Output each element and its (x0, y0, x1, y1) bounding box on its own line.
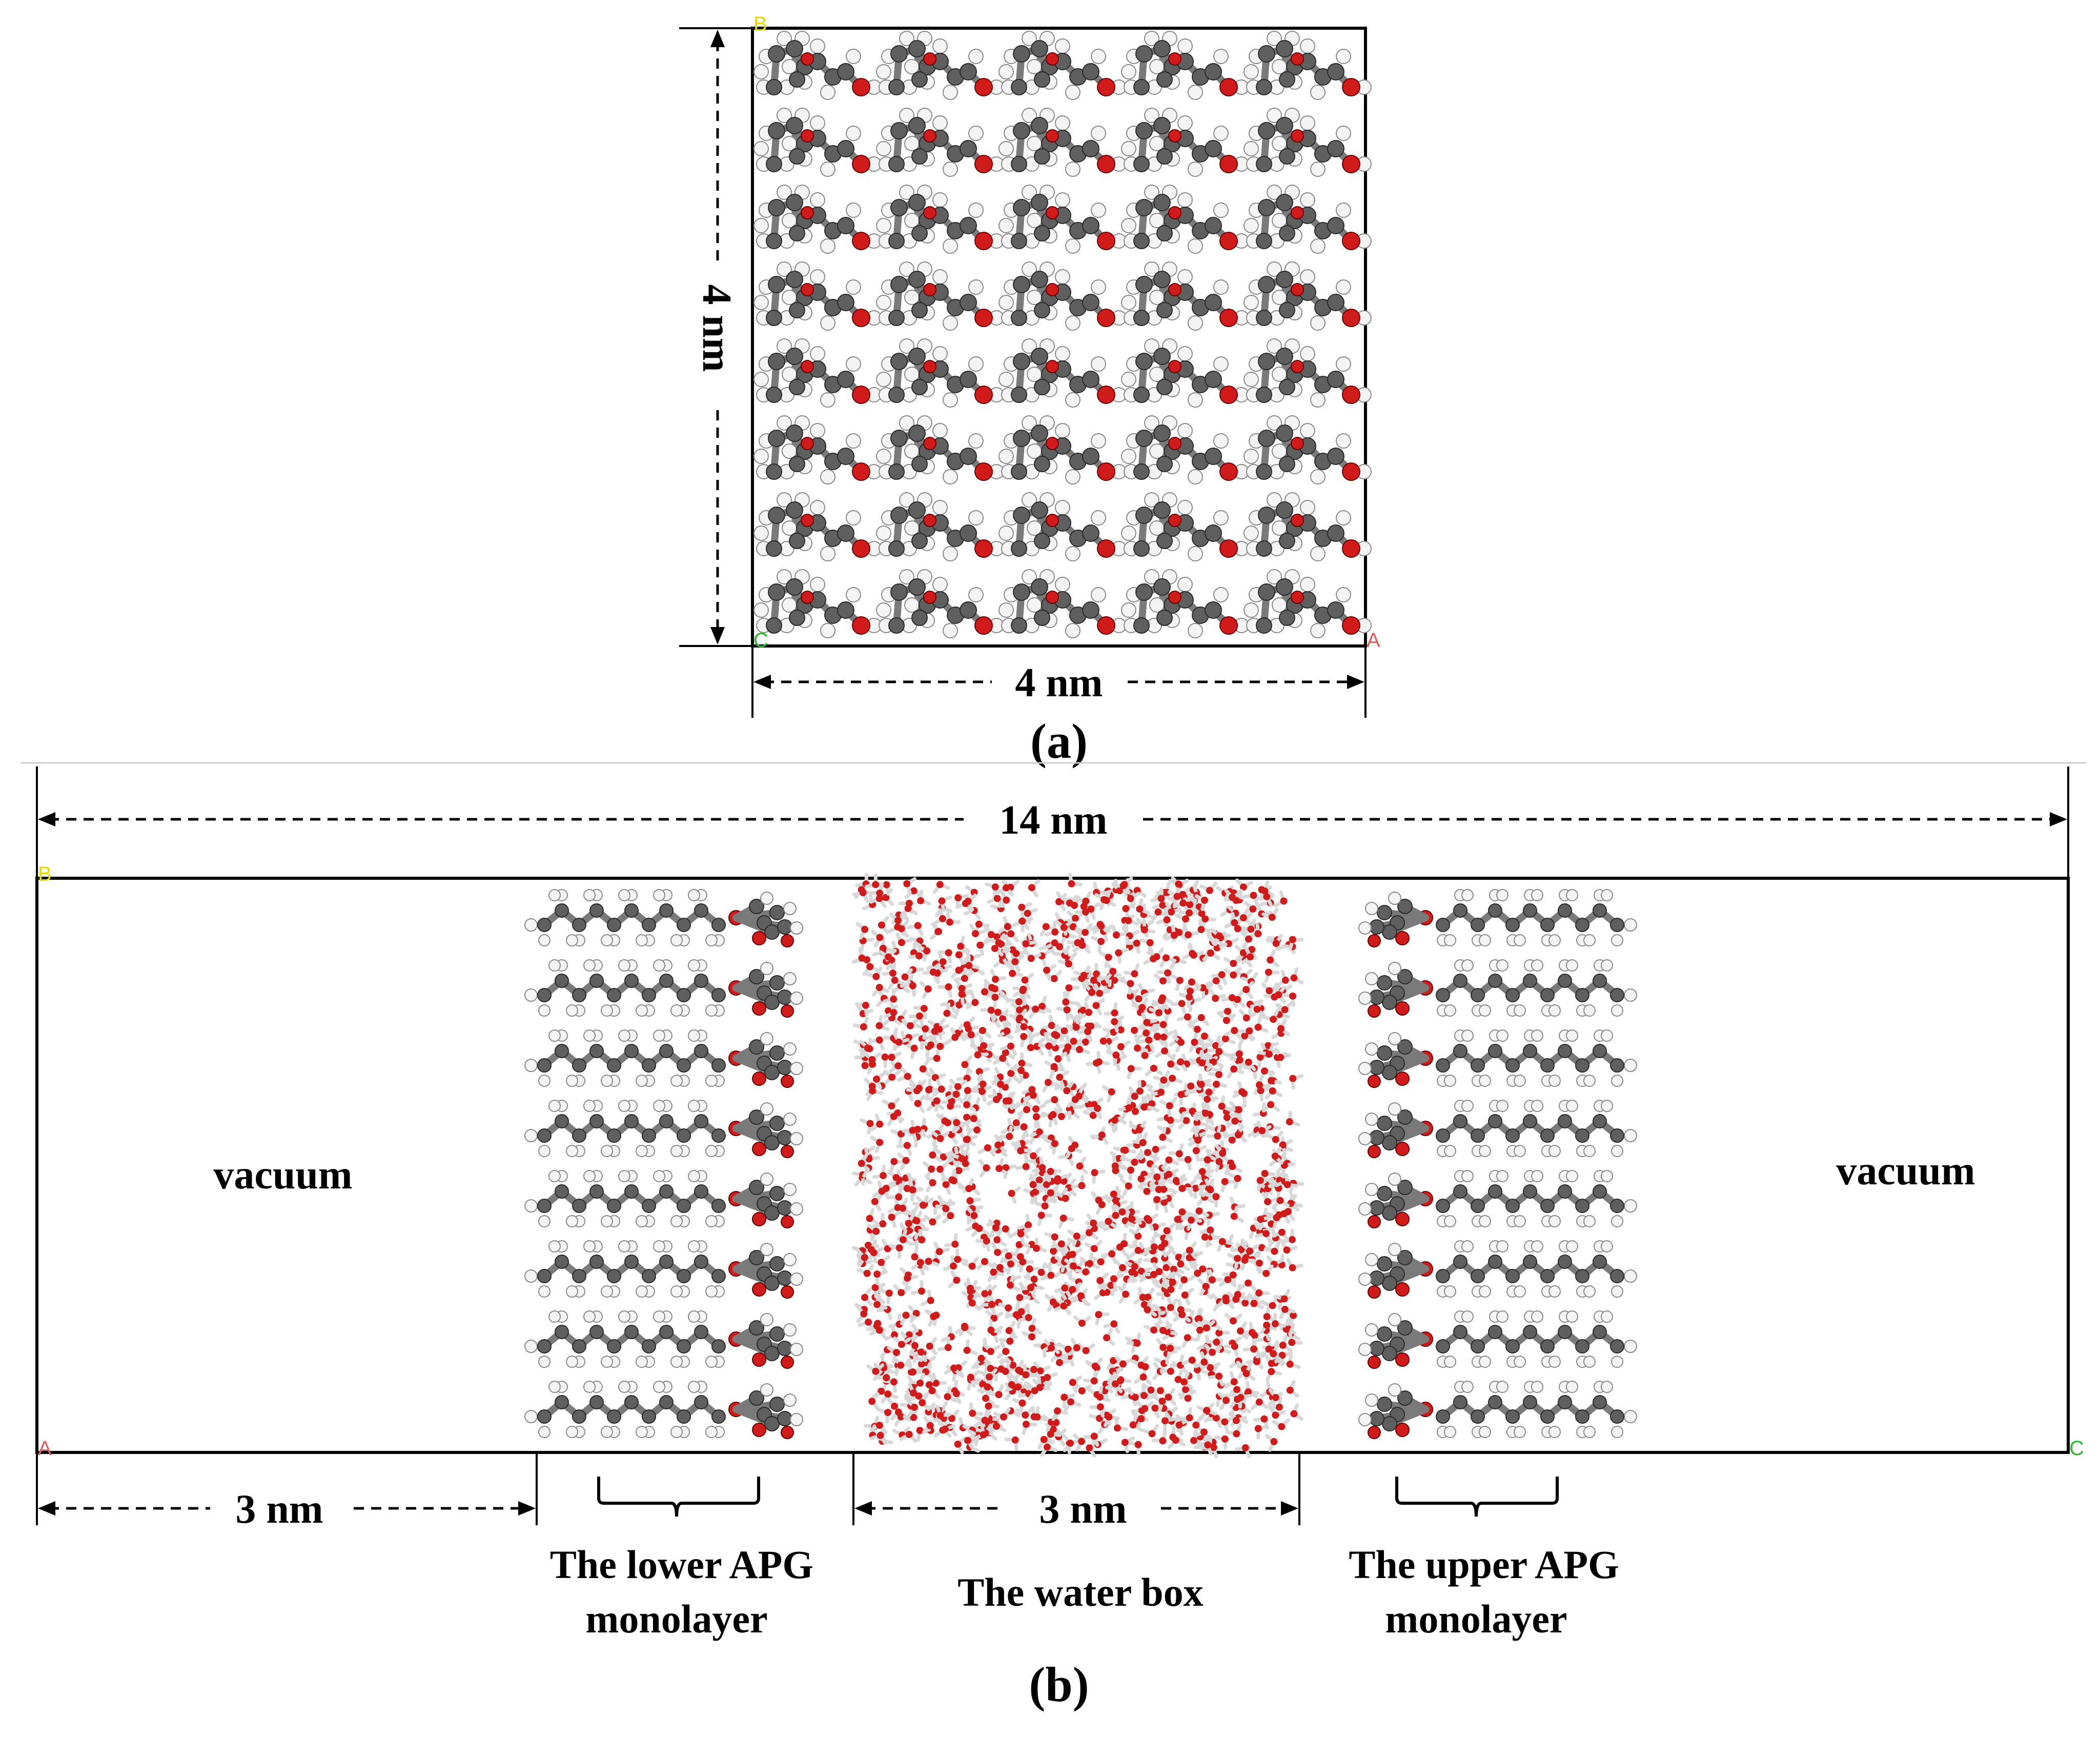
panel-b-upper-apg-molecule (1358, 1170, 1637, 1228)
panel-a-molecule (998, 31, 1127, 100)
panel-b-corner-label-top-left: B (38, 863, 52, 885)
panel-a-molecule (753, 31, 882, 100)
panel-b-lower-vacuum-dimension: 3 nm (36, 1454, 538, 1532)
panel-a-molecule (1121, 261, 1249, 331)
panel-b-water-box-label: The water box (957, 1570, 1204, 1614)
panel-a-molecule (753, 338, 882, 408)
panel-a-molecule (1243, 492, 1372, 561)
panel-b-water-dim-label: 3 nm (1039, 1487, 1127, 1532)
panel-b-total-width-label: 14 nm (999, 798, 1107, 843)
panel-a-molecule (1243, 338, 1372, 408)
panel-b-lower-monolayer-label-line1: The lower APG (550, 1542, 813, 1587)
panel-b-lower-apg-molecule (524, 959, 803, 1018)
panel-a-molecule (753, 185, 882, 254)
panel-a-molecule (1121, 492, 1249, 561)
panel-a-corner-label-top-left: B (753, 13, 767, 35)
panel-a-molecule (876, 31, 1004, 100)
panel-b: 14 nm B A C vacuum vacuum 3 nm (35, 766, 2084, 1712)
panel-b-lower-apg-molecule (524, 1029, 803, 1088)
panel-b-caption: (b) (1029, 1657, 1089, 1712)
panel-a-molecule (1243, 261, 1372, 331)
panel-a: B C A 4 nm 4 nm (a) (679, 13, 1380, 769)
panel-b-vacuum-left-label: vacuum (213, 1153, 352, 1198)
panel-b-lower-vacuum-dim-label: 3 nm (235, 1487, 323, 1532)
panel-b-water-box (851, 873, 1304, 1458)
panel-b-lower-apg-molecule (524, 889, 803, 947)
panel-a-corner-label-bottom-left: C (753, 629, 768, 652)
panel-a-molecule (998, 261, 1127, 331)
panel-a-molecule (876, 108, 1004, 177)
panel-a-molecule (998, 338, 1127, 408)
panel-a-molecule (1121, 569, 1249, 638)
panel-b-lower-apg-molecule (524, 1240, 803, 1299)
panel-a-molecule (876, 569, 1004, 638)
panel-a-molecule (1121, 31, 1249, 100)
panel-a-dim-horizontal-label: 4 nm (1015, 660, 1103, 705)
panel-b-lower-apg-molecule (524, 1310, 803, 1369)
panel-b-upper-monolayer-label-line1: The upper APG (1349, 1542, 1619, 1587)
panel-a-molecule (876, 338, 1004, 408)
panel-b-corner-label-bottom-left: A (38, 1437, 52, 1460)
water-molecules (851, 873, 1304, 1458)
panel-b-total-width-dimension: 14 nm (36, 766, 2069, 877)
panel-b-lower-apg-monolayer (524, 889, 803, 1439)
panel-a-horizontal-dimension: 4 nm (751, 647, 1367, 718)
panel-a-simulation-box (751, 27, 1367, 648)
panel-a-molecule (1121, 338, 1249, 408)
panel-a-molecule (753, 108, 882, 177)
panel-b-lower-monolayer-label-line2: monolayer (585, 1597, 767, 1641)
panel-b-upper-apg-molecule (1358, 889, 1637, 947)
panel-b-upper-apg-molecule (1358, 1240, 1637, 1299)
panel-b-simulation-box (35, 877, 2070, 1454)
panel-b-upper-apg-molecule (1358, 959, 1637, 1018)
panel-a-molecule-grid (753, 31, 1372, 638)
panel-b-upper-apg-molecule (1358, 1029, 1637, 1088)
panel-a-molecule (998, 569, 1127, 638)
panel-b-upper-monolayer-label-line2: monolayer (1385, 1597, 1567, 1641)
panel-a-molecule (753, 415, 882, 484)
panel-a-vertical-dimension: 4 nm (679, 27, 752, 647)
panel-a-molecule (876, 261, 1004, 331)
panel-a-molecule (1243, 569, 1372, 638)
panel-a-molecule (1243, 185, 1372, 254)
panel-a-molecule (876, 185, 1004, 254)
panel-a-molecule (998, 108, 1127, 177)
panel-b-lower-apg-molecule (524, 1170, 803, 1228)
panel-a-molecule (753, 261, 882, 331)
panel-b-upper-apg-molecule (1358, 1381, 1637, 1439)
panel-a-molecule (998, 492, 1127, 561)
panel-b-upper-monolayer-brace (1395, 1477, 1559, 1517)
panel-a-molecule (1243, 415, 1372, 484)
panel-a-molecule (1121, 185, 1249, 254)
panel-a-dim-vertical-label: 4 nm (694, 284, 739, 372)
panel-a-molecule (876, 415, 1004, 484)
panel-a-molecule (753, 492, 882, 561)
panel-a-molecule (1243, 108, 1372, 177)
panel-b-upper-apg-molecule (1358, 1100, 1637, 1158)
panel-a-molecule (876, 492, 1004, 561)
panel-b-lower-apg-molecule (524, 1381, 803, 1439)
panel-b-lower-apg-molecule (524, 1100, 803, 1158)
panel-a-molecule (1121, 108, 1249, 177)
panel-a-caption: (a) (1030, 714, 1088, 769)
panel-b-lower-monolayer-brace (597, 1477, 760, 1517)
panel-a-corner-label-bottom-right: A (1367, 629, 1380, 652)
panel-b-upper-apg-monolayer (1358, 889, 1637, 1439)
panel-a-molecule (998, 415, 1127, 484)
panel-a-molecule (753, 569, 882, 638)
panel-a-molecule (1243, 31, 1372, 100)
panel-b-vacuum-right-label: vacuum (1836, 1148, 1975, 1194)
panel-b-corner-label-bottom-right: C (2069, 1437, 2084, 1460)
panel-a-molecule (998, 185, 1127, 254)
panel-b-water-dimension: 3 nm (852, 1454, 1300, 1532)
panel-a-molecule (1121, 415, 1249, 484)
panel-b-upper-apg-molecule (1358, 1310, 1637, 1369)
